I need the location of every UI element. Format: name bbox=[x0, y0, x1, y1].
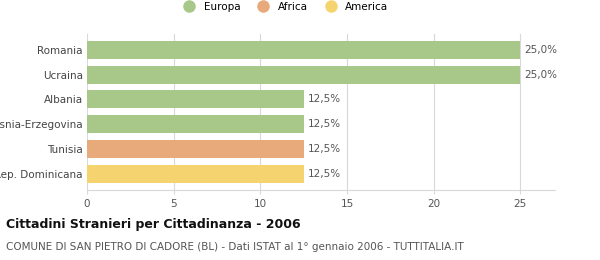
Text: COMUNE DI SAN PIETRO DI CADORE (BL) - Dati ISTAT al 1° gennaio 2006 - TUTTITALIA: COMUNE DI SAN PIETRO DI CADORE (BL) - Da… bbox=[6, 242, 464, 252]
Bar bbox=[87, 115, 304, 133]
Text: 12,5%: 12,5% bbox=[308, 144, 341, 154]
Text: 25,0%: 25,0% bbox=[524, 70, 557, 80]
Bar bbox=[87, 90, 304, 108]
Bar bbox=[87, 165, 304, 183]
Text: 12,5%: 12,5% bbox=[308, 169, 341, 179]
Text: 12,5%: 12,5% bbox=[308, 119, 341, 129]
Text: Cittadini Stranieri per Cittadinanza - 2006: Cittadini Stranieri per Cittadinanza - 2… bbox=[6, 218, 301, 231]
Legend: Europa, Africa, America: Europa, Africa, America bbox=[175, 0, 392, 16]
Text: 25,0%: 25,0% bbox=[524, 45, 557, 55]
Bar bbox=[87, 66, 520, 83]
Bar bbox=[87, 140, 304, 158]
Text: 12,5%: 12,5% bbox=[308, 94, 341, 105]
Bar bbox=[87, 41, 520, 59]
